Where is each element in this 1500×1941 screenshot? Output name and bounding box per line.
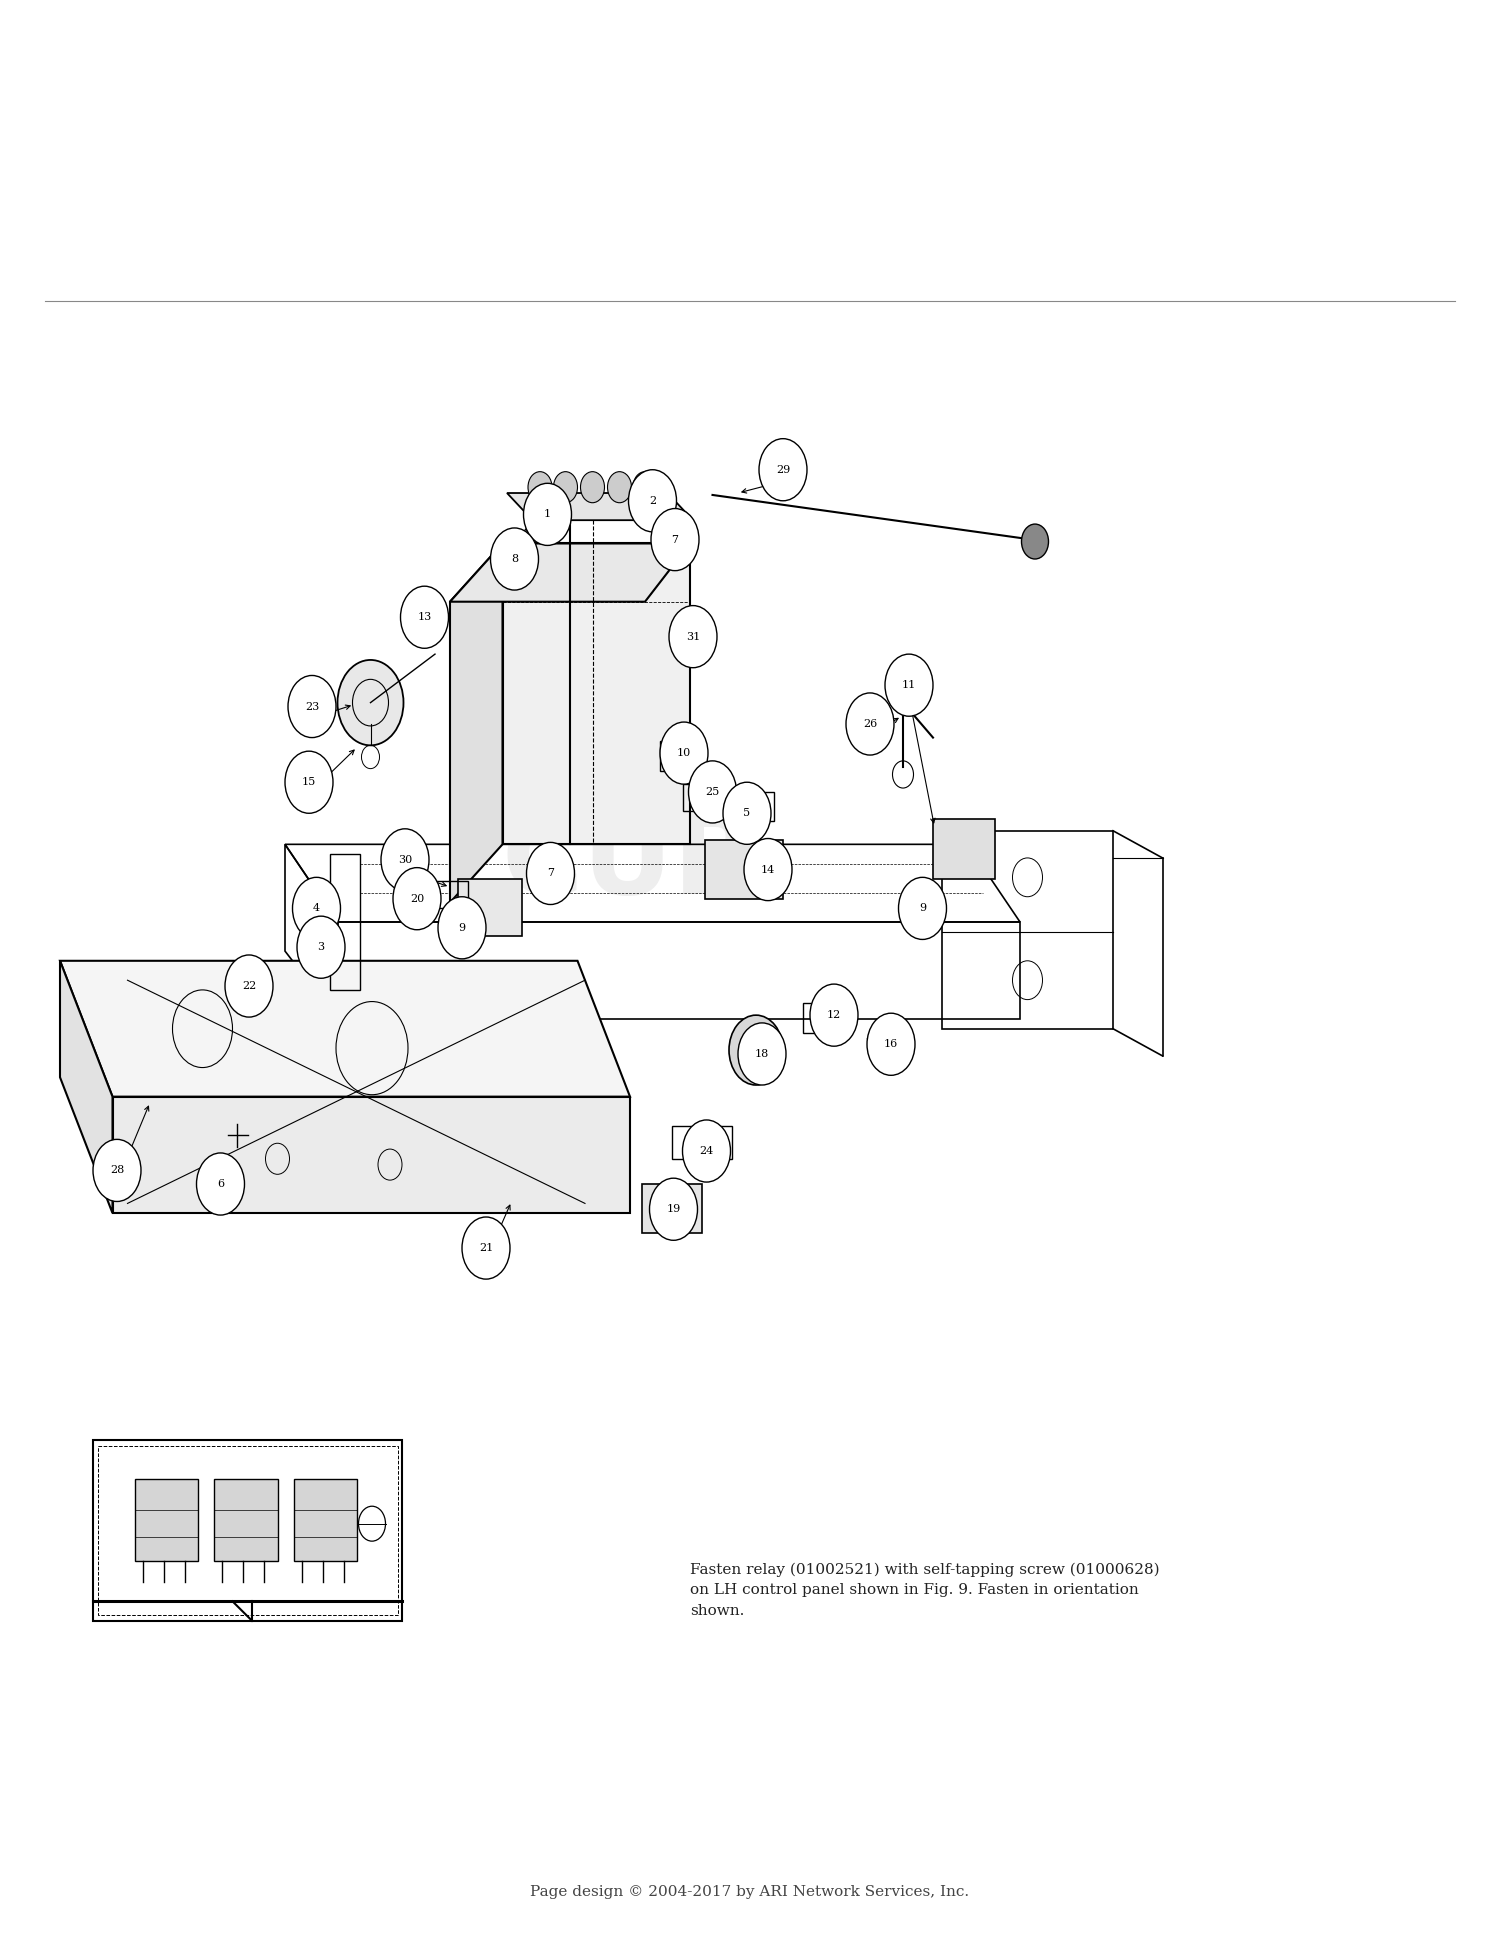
Text: 31: 31 [686, 631, 700, 642]
Text: 2: 2 [650, 495, 656, 507]
Polygon shape [60, 961, 630, 1097]
Polygon shape [507, 493, 693, 520]
Text: 9: 9 [920, 903, 926, 914]
Text: 28: 28 [110, 1165, 125, 1176]
Circle shape [297, 916, 345, 978]
Circle shape [285, 751, 333, 813]
Circle shape [682, 1120, 730, 1182]
Polygon shape [214, 1479, 278, 1561]
Circle shape [867, 1013, 915, 1075]
Text: 21: 21 [478, 1242, 494, 1254]
Text: 4: 4 [314, 903, 320, 914]
Text: 20: 20 [410, 893, 424, 905]
Circle shape [400, 586, 448, 648]
Polygon shape [294, 1479, 357, 1561]
Circle shape [93, 1139, 141, 1201]
Text: 13: 13 [417, 611, 432, 623]
Circle shape [225, 955, 273, 1017]
Text: 22: 22 [242, 980, 256, 992]
Polygon shape [458, 879, 522, 936]
Text: 16: 16 [884, 1038, 898, 1050]
Text: 1: 1 [544, 509, 550, 520]
Polygon shape [135, 1479, 198, 1561]
Circle shape [528, 472, 552, 503]
Polygon shape [503, 543, 690, 844]
Text: 15: 15 [302, 776, 316, 788]
Text: 30: 30 [398, 854, 412, 866]
Text: 3: 3 [318, 941, 324, 953]
Circle shape [651, 509, 699, 571]
Text: 25: 25 [705, 786, 720, 798]
Circle shape [608, 472, 631, 503]
Polygon shape [705, 840, 783, 899]
Text: 11: 11 [902, 679, 916, 691]
Text: 19: 19 [666, 1203, 681, 1215]
Circle shape [628, 470, 676, 532]
Circle shape [462, 1217, 510, 1279]
Polygon shape [933, 819, 994, 879]
Polygon shape [450, 543, 503, 903]
Circle shape [381, 829, 429, 891]
Text: 7: 7 [672, 534, 678, 545]
Text: Page design © 2004-2017 by ARI Network Services, Inc.: Page design © 2004-2017 by ARI Network S… [531, 1885, 969, 1900]
Circle shape [292, 877, 340, 939]
Circle shape [688, 761, 736, 823]
Text: 10: 10 [676, 747, 692, 759]
Circle shape [196, 1153, 244, 1215]
Circle shape [810, 984, 858, 1046]
Circle shape [846, 693, 894, 755]
Circle shape [729, 1015, 783, 1085]
Circle shape [526, 842, 574, 905]
Circle shape [759, 439, 807, 501]
Text: 26: 26 [862, 718, 877, 730]
Circle shape [580, 472, 604, 503]
Circle shape [723, 782, 771, 844]
Circle shape [650, 1178, 698, 1240]
Text: 6: 6 [217, 1178, 223, 1190]
Circle shape [438, 897, 486, 959]
Circle shape [633, 472, 657, 503]
Text: CUB: CUB [501, 809, 759, 918]
Polygon shape [112, 1097, 630, 1213]
Text: Fasten relay (01002521) with self-tapping screw (01000628)
on LH control panel s: Fasten relay (01002521) with self-tappin… [690, 1563, 1160, 1619]
Circle shape [1022, 524, 1048, 559]
Text: 9: 9 [459, 922, 465, 934]
Text: 24: 24 [699, 1145, 714, 1157]
Circle shape [338, 660, 404, 745]
Circle shape [393, 868, 441, 930]
Text: 29: 29 [776, 464, 790, 476]
Text: 12: 12 [827, 1009, 842, 1021]
Text: 5: 5 [744, 807, 750, 819]
Circle shape [898, 877, 946, 939]
Circle shape [669, 606, 717, 668]
Circle shape [288, 675, 336, 738]
Polygon shape [60, 961, 112, 1213]
Circle shape [490, 528, 538, 590]
Circle shape [885, 654, 933, 716]
Polygon shape [642, 1184, 702, 1233]
Circle shape [524, 483, 572, 545]
Text: 23: 23 [304, 701, 320, 712]
Polygon shape [450, 543, 690, 602]
Circle shape [554, 472, 578, 503]
Text: 14: 14 [760, 864, 776, 875]
Circle shape [738, 1023, 786, 1085]
Text: 18: 18 [754, 1048, 770, 1060]
Circle shape [660, 722, 708, 784]
Text: 7: 7 [548, 868, 554, 879]
Text: 8: 8 [512, 553, 518, 565]
Circle shape [744, 839, 792, 901]
